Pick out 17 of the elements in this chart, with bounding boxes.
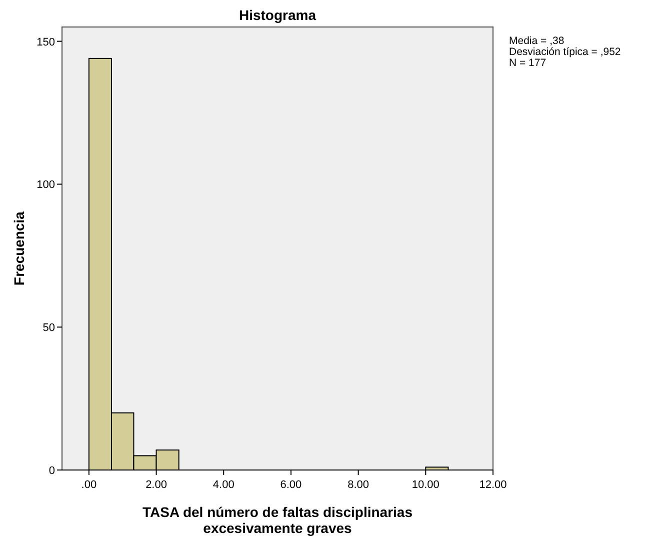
x-tick-label: 6.00: [280, 479, 302, 491]
text: Media = ,38: [509, 35, 564, 47]
text: N = 177: [509, 57, 546, 69]
y-axis-title: Frecuencia: [11, 211, 27, 286]
chart-title: Histograma: [238, 7, 316, 23]
y-tick-label: 100: [36, 179, 55, 192]
text: Desviación típica = ,952: [509, 46, 621, 58]
x-tick-label: 4.00: [212, 479, 234, 491]
x-tick-label: 2.00: [146, 479, 167, 491]
x-tick-label: 12.00: [479, 479, 507, 491]
x-axis-title: TASA del número de faltas disciplinarias excesivamente graves: [142, 504, 413, 536]
y-tick-label: 150: [36, 36, 55, 48]
x-tick-label: .00: [81, 479, 97, 491]
x-tick-label: 8.00: [348, 479, 370, 491]
x-tick-label: 10.00: [412, 479, 440, 491]
y-tick-label: 50: [42, 322, 55, 334]
y-tick-label: 0: [48, 465, 55, 477]
